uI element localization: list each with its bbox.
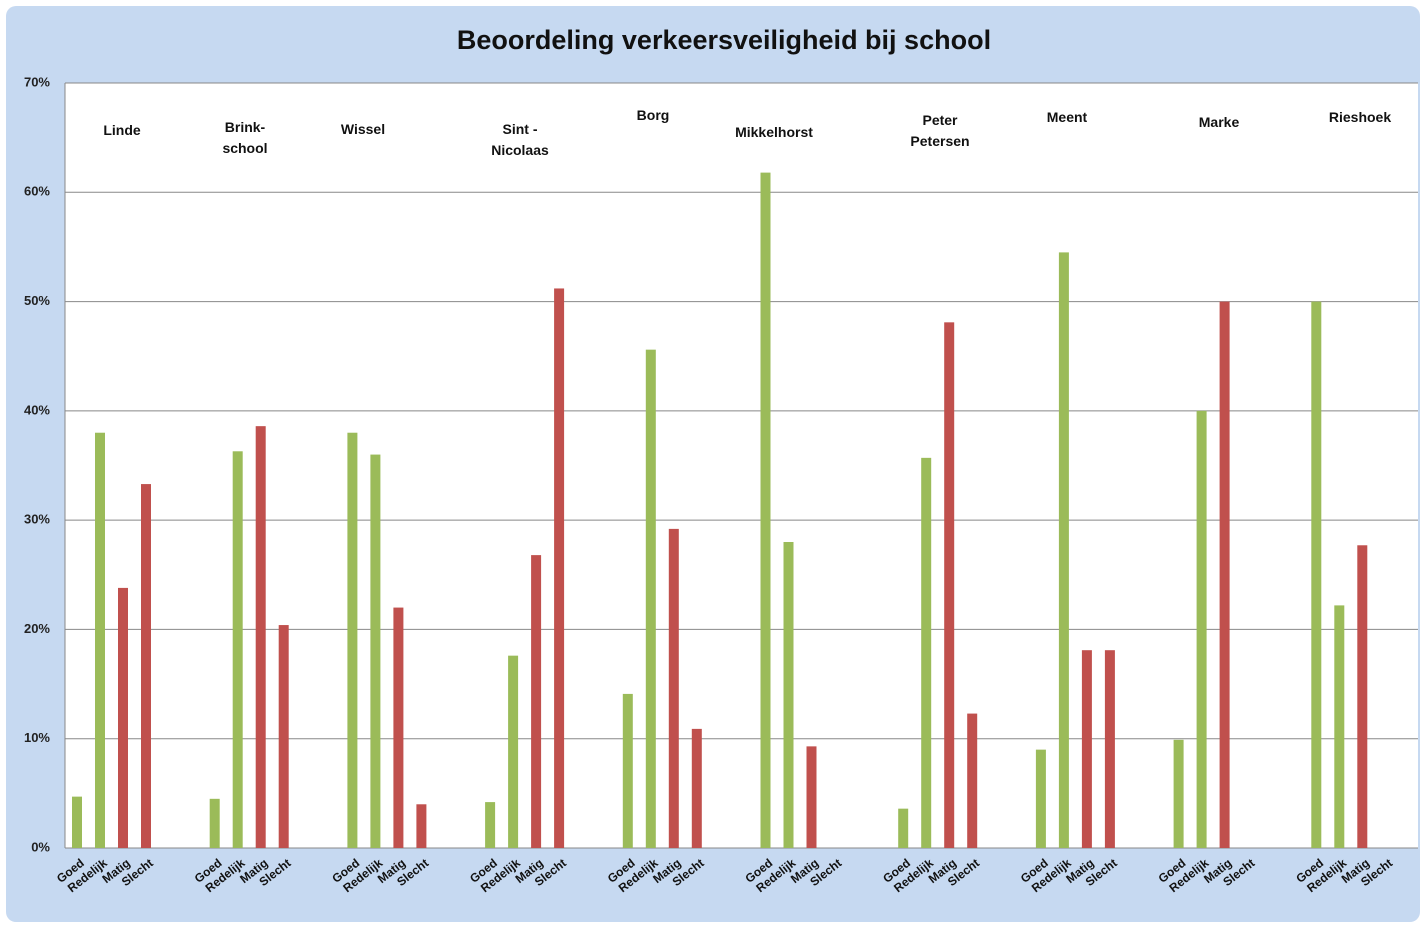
bar xyxy=(72,796,82,848)
y-tick-label: 30% xyxy=(24,512,50,527)
bar xyxy=(1081,650,1092,848)
school-label: Rieshoek xyxy=(1328,109,1392,125)
bar xyxy=(485,802,496,848)
school-label: Sint - Nicolaas xyxy=(491,121,549,158)
bar xyxy=(416,804,427,848)
school-label: Meent xyxy=(1046,109,1088,125)
bar xyxy=(1058,252,1069,849)
y-tick-label: 60% xyxy=(24,184,50,199)
bar xyxy=(944,322,955,849)
bar xyxy=(1334,605,1345,848)
bar xyxy=(691,728,702,848)
chart-title: Beoordeling verkeersveiligheid bij schoo… xyxy=(457,25,991,55)
school-label: Brink- school xyxy=(222,119,268,156)
bar xyxy=(967,713,978,848)
bar xyxy=(1196,410,1207,848)
bar xyxy=(278,625,289,848)
bar xyxy=(255,426,266,848)
school-label: Borg xyxy=(636,107,670,123)
bar xyxy=(370,454,381,848)
bar xyxy=(141,484,151,848)
bar xyxy=(668,528,679,848)
bar xyxy=(554,288,565,848)
plot-area xyxy=(65,83,1418,848)
bar xyxy=(347,432,358,848)
bar xyxy=(1357,545,1368,848)
y-tick-label: 70% xyxy=(24,74,50,89)
y-tick-label: 10% xyxy=(24,730,50,745)
bar xyxy=(508,655,519,848)
school-label: Wissel xyxy=(340,121,386,137)
school-label: Peter Petersen xyxy=(910,112,970,149)
school-label: Marke xyxy=(1198,114,1240,130)
y-tick-label: 50% xyxy=(24,293,50,308)
bar xyxy=(622,693,633,848)
bar xyxy=(531,555,542,848)
bar xyxy=(760,172,771,849)
bar xyxy=(1311,301,1322,849)
bar xyxy=(232,451,243,848)
y-tick-label: 20% xyxy=(24,621,50,636)
bar xyxy=(118,587,128,848)
school-label: Mikkelhorst xyxy=(735,124,813,140)
bar xyxy=(393,607,404,848)
y-tick-label: 0% xyxy=(31,839,50,854)
bar xyxy=(1104,650,1115,848)
school-label: Linde xyxy=(103,122,141,138)
bar xyxy=(898,808,909,848)
bar xyxy=(921,457,932,848)
bar xyxy=(645,349,656,848)
y-tick-label: 40% xyxy=(24,402,50,417)
bar xyxy=(1173,739,1184,848)
bar xyxy=(209,798,220,848)
bar xyxy=(806,746,817,848)
bar xyxy=(1035,749,1046,848)
bar xyxy=(95,432,105,848)
bar xyxy=(1219,301,1230,849)
bar xyxy=(783,542,794,848)
